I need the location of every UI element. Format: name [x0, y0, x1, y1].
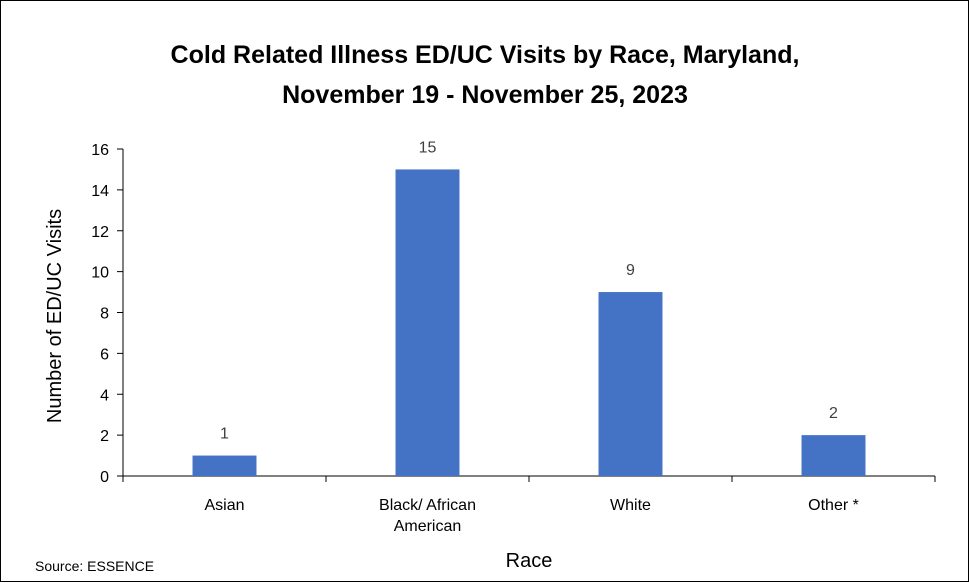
x-category-label: Asian: [204, 497, 244, 514]
y-tick-label: 4: [100, 387, 109, 404]
data-label: 2: [829, 405, 838, 422]
bar: [801, 435, 866, 476]
bar: [598, 292, 663, 476]
chart-title-line-2: November 19 - November 25, 2023: [282, 81, 688, 109]
data-label: 9: [626, 262, 635, 279]
bar: [395, 169, 460, 476]
y-tick-label: 10: [91, 265, 109, 282]
plot-area: 0 2 4 6 8 10 12 14 16 1 Asian 15 Black/ African Ameri…: [91, 139, 936, 535]
source-note: Source: ESSENCE: [35, 558, 154, 574]
y-tick-label: 6: [100, 346, 109, 363]
y-tick-label: 16: [91, 142, 109, 159]
y-tick-label: 2: [100, 428, 109, 445]
x-category-label: Other *: [808, 497, 859, 514]
data-label: 15: [419, 139, 437, 156]
y-tick-label: 0: [100, 469, 109, 486]
x-axis-title: Race: [506, 550, 553, 572]
bar: [192, 455, 257, 476]
data-label: 1: [220, 426, 229, 443]
x-category-label: Black/ African: [379, 497, 476, 514]
x-category-label: White: [610, 497, 651, 514]
y-tick-label: 12: [91, 224, 109, 241]
x-category-label: American: [394, 518, 462, 535]
chart-title-line-1: Cold Related Illness ED/UC Visits by Rac…: [171, 41, 800, 69]
y-tick-label: 14: [91, 183, 109, 200]
y-axis-title: Number of ED/UC Visits: [44, 209, 66, 423]
y-tick-label: 8: [100, 306, 109, 323]
